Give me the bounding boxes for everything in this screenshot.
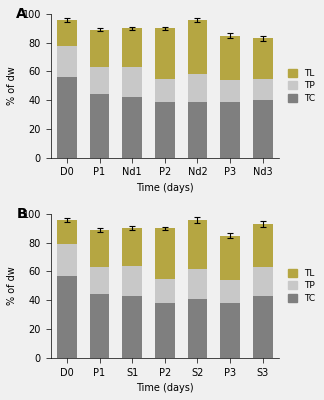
Bar: [57, 20, 77, 46]
Bar: [57, 244, 77, 276]
Bar: [90, 30, 109, 67]
Bar: [253, 79, 272, 100]
Y-axis label: % of dw: % of dw: [7, 266, 17, 305]
Bar: [122, 228, 142, 266]
Legend: TL, TP, TC: TL, TP, TC: [286, 267, 317, 305]
Bar: [188, 269, 207, 299]
Bar: [253, 296, 272, 358]
Bar: [57, 77, 77, 158]
Bar: [188, 299, 207, 358]
Bar: [155, 28, 175, 79]
Bar: [220, 236, 240, 280]
Bar: [90, 230, 109, 267]
Y-axis label: % of dw: % of dw: [7, 66, 17, 105]
Legend: TL, TP, TC: TL, TP, TC: [286, 67, 317, 105]
Bar: [155, 303, 175, 358]
Bar: [253, 267, 272, 296]
Bar: [253, 224, 272, 267]
Text: A: A: [16, 7, 27, 21]
Bar: [220, 102, 240, 158]
Bar: [122, 97, 142, 158]
X-axis label: Time (days): Time (days): [136, 183, 194, 193]
Bar: [122, 67, 142, 97]
Bar: [155, 79, 175, 102]
Bar: [155, 279, 175, 303]
Bar: [188, 102, 207, 158]
Bar: [90, 267, 109, 294]
Bar: [57, 276, 77, 358]
Bar: [220, 280, 240, 303]
Bar: [90, 94, 109, 158]
Bar: [220, 303, 240, 358]
Bar: [188, 74, 207, 102]
Bar: [155, 102, 175, 158]
Bar: [57, 46, 77, 77]
Text: B: B: [16, 207, 27, 221]
Bar: [253, 38, 272, 79]
Bar: [155, 228, 175, 279]
Bar: [90, 294, 109, 358]
Bar: [220, 80, 240, 102]
Bar: [253, 100, 272, 158]
Bar: [122, 28, 142, 67]
Bar: [220, 36, 240, 80]
Bar: [122, 266, 142, 296]
Bar: [188, 20, 207, 74]
Bar: [90, 67, 109, 94]
X-axis label: Time (days): Time (days): [136, 383, 194, 393]
Bar: [122, 296, 142, 358]
Bar: [57, 220, 77, 244]
Bar: [188, 220, 207, 269]
